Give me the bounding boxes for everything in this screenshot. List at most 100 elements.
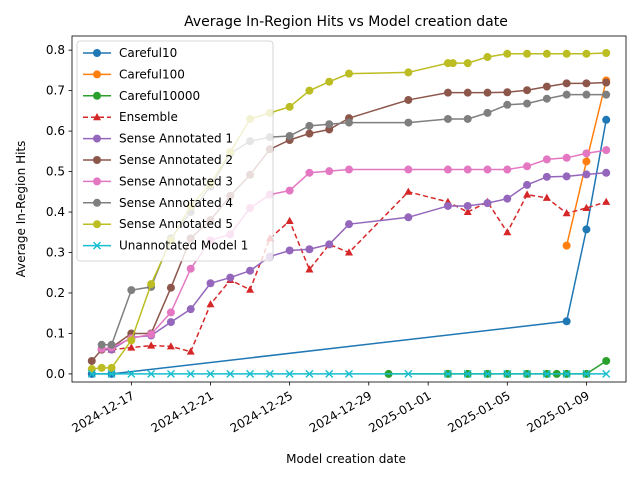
data-point: [404, 95, 413, 104]
data-point: [582, 369, 591, 378]
data-point: [325, 167, 334, 176]
data-point: [186, 347, 195, 355]
data-point: [523, 49, 532, 58]
legend-label: Careful100: [119, 67, 185, 81]
y-tick-label: 0.4: [46, 205, 65, 219]
data-point: [325, 240, 334, 249]
data-point: [285, 102, 294, 111]
data-point: [542, 369, 551, 378]
legend-marker: [93, 220, 101, 229]
series-line-careful10000: [388, 360, 607, 375]
legend-item-careful100: Careful100: [83, 67, 185, 81]
data-point: [542, 82, 551, 91]
data-point: [226, 369, 235, 378]
legend-item-sense-annotated-3: Sense Annotated 3: [83, 174, 233, 188]
data-point: [582, 225, 591, 234]
series-careful100: [562, 76, 611, 250]
data-point: [503, 88, 512, 97]
data-point: [285, 246, 294, 255]
data-point: [325, 120, 334, 129]
data-point: [562, 79, 571, 88]
data-point: [582, 170, 591, 179]
data-point: [483, 108, 492, 117]
data-point: [562, 90, 571, 99]
data-point: [582, 203, 591, 211]
data-point: [345, 69, 353, 78]
series-unannotated-model-1: [87, 369, 611, 378]
x-tick-label: 2024-12-25: [228, 388, 295, 435]
data-point: [226, 273, 235, 282]
data-point: [562, 369, 571, 378]
data-point: [305, 168, 314, 177]
legend-label: Sense Annotated 4: [119, 196, 233, 210]
data-point: [503, 228, 512, 236]
data-point: [542, 94, 551, 103]
legend-label: Ensemble: [119, 110, 178, 124]
chart-title: Average In-Region Hits vs Model creation…: [184, 14, 508, 30]
data-point: [404, 68, 413, 77]
data-point: [325, 369, 334, 378]
legend-marker: [93, 177, 101, 186]
x-tick-label: 2025-01-01: [366, 388, 433, 435]
legend-marker: [93, 91, 101, 100]
data-point: [503, 100, 512, 109]
legend-marker: [93, 241, 101, 250]
data-point: [582, 149, 591, 158]
legend-item-careful10: Careful10: [83, 46, 177, 60]
legend-item-sense-annotated-2: Sense Annotated 2: [83, 153, 233, 167]
legend-label: Unannotated Model 1: [119, 239, 248, 253]
data-point: [463, 165, 472, 174]
x-axis: 2024-12-17 2024-12-21 2024-12-25 2024-12-29…: [69, 382, 592, 435]
data-point: [523, 369, 532, 378]
legend-label: Sense Annotated 3: [119, 174, 233, 188]
x-tick-label: 2024-12-21: [149, 388, 216, 435]
data-point: [523, 99, 532, 108]
data-point: [542, 49, 551, 58]
data-point: [463, 207, 472, 216]
legend-item-unannotated-model-1: Unannotated Model 1: [83, 239, 248, 253]
data-point: [404, 187, 413, 195]
data-point: [166, 369, 175, 378]
y-tick-label: 0.2: [46, 286, 65, 300]
data-point: [483, 369, 492, 378]
y-tick-label: 0.5: [46, 165, 65, 179]
legend-item-sense-annotated-5: Sense Annotated 5: [83, 217, 233, 231]
data-point: [562, 153, 571, 162]
data-point: [246, 285, 255, 293]
data-point: [602, 90, 611, 99]
data-point: [285, 186, 294, 195]
data-point: [443, 114, 452, 123]
data-point: [483, 53, 492, 62]
x-tick-label: 2024-12-29: [307, 388, 374, 435]
legend-marker: [93, 113, 101, 121]
data-point: [127, 286, 136, 295]
data-point: [582, 90, 591, 99]
legend-label: Sense Annotated 2: [119, 153, 233, 167]
data-point: [345, 118, 353, 127]
data-point: [463, 201, 472, 210]
data-point: [582, 49, 591, 58]
data-point: [305, 129, 314, 138]
data-point: [562, 317, 571, 326]
legend-marker: [93, 70, 101, 79]
data-point: [602, 115, 611, 124]
data-point: [206, 300, 215, 308]
data-point: [562, 172, 571, 181]
data-point: [147, 330, 156, 339]
y-tick-label: 0.1: [46, 326, 65, 340]
data-point: [602, 146, 611, 155]
legend-label: Careful10000: [119, 89, 200, 103]
data-point: [523, 180, 532, 189]
legend-label: Sense Annotated 5: [119, 217, 233, 231]
x-axis-label: Model creation date: [286, 452, 406, 466]
data-point: [443, 369, 452, 378]
data-point: [448, 59, 457, 68]
data-point: [166, 342, 175, 350]
data-point: [246, 369, 255, 378]
data-point: [503, 194, 512, 203]
data-point: [345, 369, 353, 378]
data-point: [305, 265, 314, 273]
data-point: [285, 216, 294, 224]
data-point: [147, 369, 156, 378]
data-point: [206, 369, 215, 378]
